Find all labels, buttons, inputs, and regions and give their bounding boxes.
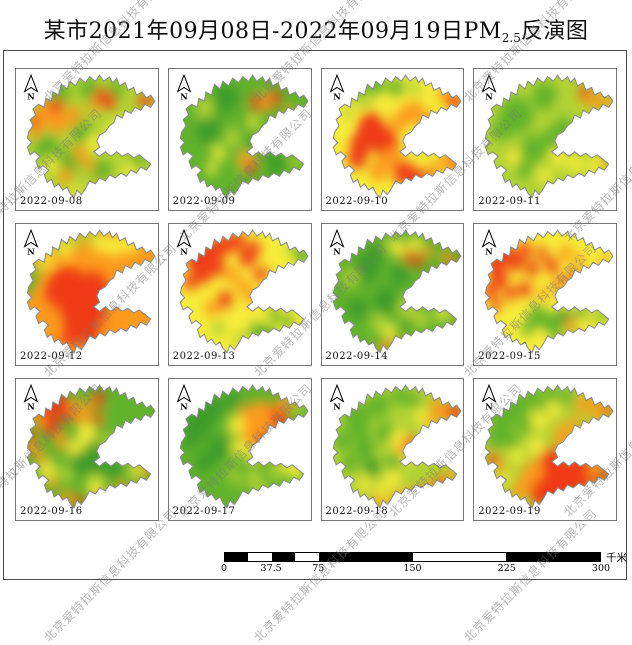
- panel-date-label: 2022-09-11: [478, 196, 541, 207]
- north-label: N: [333, 402, 341, 412]
- north-arrow-icon: N: [481, 73, 497, 102]
- scale-bar-unit: 千米: [606, 552, 627, 564]
- figure-title: 某市2021年09月08日-2022年09月19日PM2.5反演图: [0, 13, 632, 45]
- map-panel-2022-09-14: N 2022-09-14: [320, 223, 465, 366]
- panel-date-label: 2022-09-13: [172, 351, 236, 362]
- scale-bar-segment: [506, 553, 600, 561]
- scale-bar-segment: [225, 553, 249, 561]
- scale-bar-tick: 75: [312, 563, 325, 574]
- north-arrow-icon: N: [176, 228, 192, 257]
- north-label: N: [333, 247, 341, 257]
- panel-date-label: 2022-09-15: [478, 351, 541, 362]
- map-panel-2022-09-15: N 2022-09-15: [473, 223, 617, 366]
- map-panel-2022-09-08: N 2022-09-08: [15, 68, 159, 211]
- map-panel-2022-09-12: N 2022-09-12: [15, 223, 159, 366]
- north-label: N: [27, 247, 35, 257]
- map-outer-frame: N 2022-09-08 N 2022-09-09 N 2022-09-10 N…: [3, 50, 627, 580]
- scale-bar-tick: 225: [497, 563, 516, 574]
- panel-date-label: 2022-09-18: [325, 506, 389, 517]
- panel-date-label: 2022-09-09: [172, 196, 236, 207]
- map-panel-2022-09-19: N 2022-09-19: [473, 378, 617, 521]
- scale-bar-ticks: 0 37.5 75 150 225 300: [220, 562, 610, 576]
- north-arrow-icon: N: [329, 228, 344, 257]
- pm25-map: [26, 74, 156, 199]
- scale-bar-segment: [412, 553, 507, 561]
- scale-bar-segment: [318, 553, 413, 561]
- north-label: N: [486, 402, 494, 412]
- pm25-map: [26, 229, 156, 354]
- scale-bar-segment: [295, 553, 319, 561]
- panel-date-label: 2022-09-10: [325, 196, 389, 207]
- north-needle: [176, 383, 192, 403]
- north-label: N: [333, 92, 341, 102]
- north-label: N: [27, 92, 35, 102]
- north-arrow-icon: N: [23, 73, 39, 102]
- north-label: N: [486, 92, 494, 102]
- north-arrow-icon: N: [481, 228, 497, 257]
- title-text: 某市2021年09月08日-2022年09月19日PM: [43, 19, 502, 44]
- north-label: N: [180, 247, 188, 257]
- map-panel-2022-09-11: N 2022-09-11: [473, 68, 617, 211]
- north-needle: [23, 228, 39, 248]
- north-arrow-icon: N: [329, 73, 344, 102]
- panel-date-label: 2022-09-19: [478, 506, 541, 517]
- pm25-map: [26, 384, 156, 509]
- north-needle: [176, 228, 192, 248]
- north-arrow-icon: N: [23, 228, 39, 257]
- pm25-map: [179, 229, 309, 354]
- panel-date-label: 2022-09-17: [172, 506, 236, 517]
- north-needle: [481, 228, 497, 248]
- panel-date-label: 2022-09-14: [325, 351, 389, 362]
- pm25-map: [179, 384, 309, 509]
- panel-date-label: 2022-09-08: [20, 196, 83, 207]
- north-label: N: [180, 92, 188, 102]
- scale-bar: 0 37.5 75 150 225 300 千米: [220, 552, 627, 578]
- pm25-map: [485, 384, 614, 509]
- north-needle: [23, 73, 39, 93]
- north-arrow-icon: N: [329, 383, 344, 412]
- north-needle: [23, 383, 39, 403]
- north-needle: [329, 228, 344, 248]
- scale-bar-tick: 300: [591, 563, 611, 574]
- scale-bar-tick: 37.5: [260, 563, 282, 574]
- panel-date-label: 2022-09-12: [20, 351, 83, 362]
- pm25-map: [179, 74, 309, 199]
- scale-bar-segment: [248, 553, 272, 561]
- north-label: N: [27, 402, 35, 412]
- north-label: N: [486, 247, 494, 257]
- scale-bar-segments: [224, 552, 601, 562]
- map-panel-2022-09-18: N 2022-09-18: [320, 378, 465, 521]
- north-arrow-icon: N: [481, 383, 497, 412]
- north-arrow-icon: N: [176, 73, 192, 102]
- panel-date-label: 2022-09-16: [20, 506, 83, 517]
- map-panel-2022-09-13: N 2022-09-13: [167, 223, 312, 366]
- pm25-map: [332, 229, 462, 354]
- north-label: N: [180, 402, 188, 412]
- title-text-suffix: 反演图: [520, 19, 589, 44]
- north-needle: [329, 383, 344, 403]
- map-panel-2022-09-17: N 2022-09-17: [167, 378, 312, 521]
- title-subscript: 2.5: [501, 31, 521, 45]
- pm25-map: [332, 384, 462, 509]
- map-panel-2022-09-09: N 2022-09-09: [167, 68, 312, 211]
- north-arrow-icon: N: [23, 383, 39, 412]
- north-needle: [481, 383, 497, 403]
- map-panel-grid: N 2022-09-08 N 2022-09-09 N 2022-09-10 N…: [15, 68, 617, 521]
- north-arrow-icon: N: [176, 383, 192, 412]
- pm25-map: [332, 74, 462, 199]
- north-needle: [329, 73, 344, 93]
- pm25-map: [485, 229, 614, 354]
- map-panel-2022-09-16: N 2022-09-16: [15, 378, 159, 521]
- map-panel-2022-09-10: N 2022-09-10: [320, 68, 465, 211]
- scale-bar-tick: 0: [220, 563, 228, 574]
- scale-bar-tick: 150: [403, 563, 422, 574]
- north-needle: [176, 73, 192, 93]
- pm25-map: [485, 74, 614, 199]
- scale-bar-segment: [271, 553, 296, 561]
- north-needle: [481, 73, 497, 93]
